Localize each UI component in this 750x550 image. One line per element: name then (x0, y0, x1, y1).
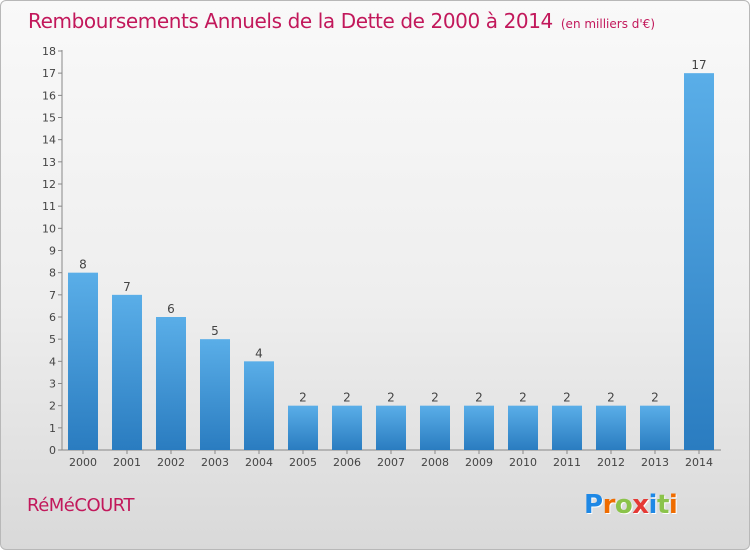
data-label: 2 (299, 391, 307, 405)
x-tick-label: 2007 (377, 456, 405, 469)
x-tick-label: 2008 (421, 456, 449, 469)
x-tick-label: 2010 (509, 456, 537, 469)
y-tick-label: 5 (49, 333, 56, 346)
commune-name: RéMéCOURT (27, 495, 134, 516)
y-tick-label: 6 (49, 311, 56, 324)
bar (640, 405, 670, 450)
x-tick-label: 2009 (465, 456, 493, 469)
x-tick-label: 2005 (289, 456, 317, 469)
data-label: 17 (691, 58, 706, 72)
y-tick-label: 17 (42, 67, 56, 80)
logo-letter: i (648, 490, 658, 520)
data-label: 2 (475, 391, 483, 405)
data-label: 2 (387, 391, 395, 405)
bar (376, 405, 406, 450)
y-tick-label: 2 (49, 400, 56, 413)
bar (684, 73, 714, 451)
bar (288, 405, 318, 450)
x-tick-label: 2000 (69, 456, 97, 469)
chart-title-block: Remboursements Annuels de la Dette de 20… (28, 9, 655, 33)
logo-letter: t (656, 490, 669, 520)
bar (332, 405, 362, 450)
proxiti-logo: Proxiti (584, 490, 678, 520)
y-tick-label: 0 (49, 444, 56, 457)
bar (596, 405, 626, 450)
data-label: 8 (79, 258, 87, 272)
x-tick-label: 2014 (685, 456, 713, 469)
y-tick-label: 16 (42, 89, 56, 102)
logo-letter: P (584, 490, 603, 520)
y-tick-label: 14 (42, 134, 56, 147)
y-tick-label: 7 (49, 289, 56, 302)
data-label: 2 (651, 391, 659, 405)
x-tick-label: 2004 (245, 456, 273, 469)
y-tick-label: 18 (42, 45, 56, 58)
bar (464, 405, 494, 450)
bar (112, 294, 142, 450)
logo-letter: o (614, 490, 633, 520)
chart-bars (68, 73, 714, 451)
x-tick-label: 2001 (113, 456, 141, 469)
y-tick-label: 13 (42, 156, 56, 169)
data-label: 2 (607, 391, 615, 405)
y-tick-label: 9 (49, 245, 56, 258)
bar (68, 272, 98, 450)
y-tick-label: 8 (49, 267, 56, 280)
data-label: 2 (563, 391, 571, 405)
data-label: 7 (123, 280, 131, 294)
bar (420, 405, 450, 450)
chart-subtitle: (en milliers d'€) (560, 17, 655, 31)
bar (552, 405, 582, 450)
x-tick-label: 2011 (553, 456, 581, 469)
y-tick-label: 10 (42, 222, 56, 235)
y-tick-label: 4 (49, 355, 56, 368)
data-label: 2 (519, 391, 527, 405)
x-tick-label: 2013 (641, 456, 669, 469)
y-tick-label: 3 (49, 378, 56, 391)
data-label: 2 (343, 391, 351, 405)
chart-labels: 2000 8 2001 7 2002 6 2003 5 2004 4 2005 2 2006 2 2007 2… (69, 58, 713, 469)
data-label: 5 (211, 324, 219, 338)
x-tick-label: 2012 (597, 456, 625, 469)
x-tick-label: 2006 (333, 456, 361, 469)
chart-title: Remboursements Annuels de la Dette de 20… (28, 9, 553, 33)
y-tick-label: 15 (42, 112, 56, 125)
x-tick-label: 2002 (157, 456, 185, 469)
data-label: 4 (255, 346, 263, 360)
bar (508, 405, 538, 450)
y-tick-label: 11 (42, 200, 56, 213)
logo-letter: r (602, 490, 616, 520)
logo-letter: x (632, 490, 649, 520)
y-tick-label: 1 (49, 422, 56, 435)
bar (156, 317, 186, 450)
bar (244, 361, 274, 450)
logo-letter: i (668, 490, 678, 520)
bar (200, 339, 230, 450)
x-tick-label: 2003 (201, 456, 229, 469)
data-label: 2 (431, 391, 439, 405)
data-label: 6 (167, 302, 175, 316)
y-tick-label: 12 (42, 178, 56, 191)
